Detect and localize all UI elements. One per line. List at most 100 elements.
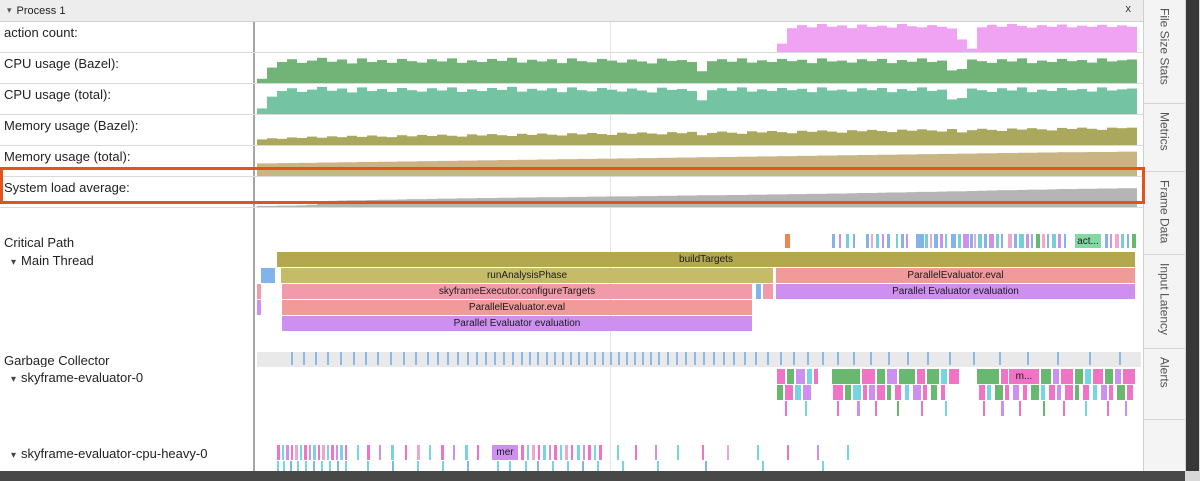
trace-tick[interactable] — [677, 445, 679, 460]
trace-tick[interactable] — [494, 352, 496, 365]
trace-tick[interactable] — [1093, 369, 1103, 384]
trace-tick[interactable] — [1101, 385, 1107, 400]
trace-tick[interactable] — [257, 284, 261, 299]
trace-tick[interactable] — [921, 401, 923, 416]
trace-tick[interactable] — [1085, 401, 1087, 416]
trace-tick[interactable] — [869, 385, 875, 400]
trace-tick[interactable] — [803, 385, 811, 400]
trace-tick[interactable] — [876, 234, 879, 248]
trace-tick[interactable] — [1036, 234, 1040, 248]
trace-tick[interactable] — [1001, 401, 1004, 416]
trace-tick[interactable] — [1043, 401, 1045, 416]
trace-tick[interactable] — [1110, 234, 1112, 248]
trace-tick[interactable] — [392, 461, 394, 476]
tab-alerts[interactable]: Alerts — [1144, 349, 1185, 420]
trace-tick[interactable] — [713, 352, 715, 365]
trace-tick[interactable] — [313, 445, 316, 460]
trace-tick[interactable] — [300, 445, 302, 460]
trace-tick[interactable] — [617, 445, 619, 460]
trace-tick[interactable] — [755, 352, 757, 365]
trace-tick[interactable] — [787, 369, 794, 384]
trace-tick[interactable] — [787, 445, 789, 460]
trace-tick[interactable] — [503, 352, 505, 365]
expand-arrow-icon[interactable]: ▾ — [11, 374, 17, 385]
trace-tick[interactable] — [1061, 369, 1073, 384]
trace-tick[interactable] — [571, 445, 573, 460]
trace-tick[interactable] — [1027, 352, 1029, 365]
trace-tick[interactable] — [291, 445, 293, 460]
close-button[interactable]: x — [1125, 3, 1132, 15]
trace-tick[interactable] — [970, 234, 973, 248]
trace-tick[interactable] — [578, 352, 580, 365]
horizontal-scrollbar[interactable] — [0, 471, 1185, 481]
trace-tick[interactable] — [863, 385, 867, 400]
trace-tick[interactable] — [667, 352, 669, 365]
trace-tick[interactable] — [297, 461, 299, 476]
trace-tick[interactable] — [391, 445, 394, 460]
trace-tick[interactable] — [978, 234, 982, 248]
cpu-bazel-chart[interactable] — [255, 53, 1143, 83]
trace-tick[interactable] — [1127, 385, 1133, 400]
trace-tick[interactable] — [403, 352, 405, 365]
trace-tick[interactable] — [917, 369, 925, 384]
trace-tick[interactable] — [642, 352, 644, 365]
trace-tick[interactable] — [837, 352, 839, 365]
trace-tick[interactable] — [538, 445, 540, 460]
trace-slice[interactable]: runAnalysisPhase — [281, 268, 773, 283]
trace-tick[interactable] — [599, 445, 602, 460]
trace-tick[interactable] — [877, 369, 885, 384]
tab-frame-data[interactable]: Frame Data — [1144, 172, 1185, 255]
trace-tick[interactable] — [896, 234, 898, 248]
trace-tick[interactable] — [618, 352, 620, 365]
trace-tick[interactable] — [442, 461, 444, 476]
main-thread-track[interactable]: buildTargets runAnalysisPhase ParallelEval… — [255, 250, 1143, 350]
trace-tick[interactable] — [1008, 234, 1012, 248]
trace-tick[interactable] — [949, 369, 959, 384]
trace-tick[interactable] — [417, 461, 419, 476]
trace-tick[interactable] — [1031, 234, 1033, 248]
trace-tick[interactable] — [977, 369, 999, 384]
trace-tick[interactable] — [657, 461, 659, 476]
trace-tick[interactable] — [291, 352, 293, 365]
trace-tick[interactable] — [1109, 385, 1113, 400]
trace-tick[interactable] — [1014, 234, 1017, 248]
trace-tick[interactable] — [290, 461, 292, 476]
trace-tick[interactable] — [562, 352, 564, 365]
trace-tick[interactable] — [546, 352, 548, 365]
trace-tick[interactable] — [1093, 385, 1097, 400]
garbage-collector-track[interactable] — [255, 350, 1143, 367]
trace-tick[interactable] — [345, 461, 347, 476]
trace-tick[interactable] — [594, 352, 596, 365]
trace-tick[interactable] — [1019, 401, 1021, 416]
trace-tick[interactable] — [357, 445, 359, 460]
trace-tick[interactable] — [845, 385, 851, 400]
vertical-scrollbar[interactable] — [1185, 0, 1200, 481]
trace-tick[interactable] — [340, 352, 342, 365]
trace-tick[interactable] — [1023, 385, 1027, 400]
trace-tick[interactable] — [983, 401, 985, 416]
trace-tick[interactable] — [814, 369, 818, 384]
tab-input-latency[interactable]: Input Latency — [1144, 255, 1185, 349]
trace-tick[interactable] — [857, 401, 860, 416]
trace-tick[interactable] — [763, 284, 773, 299]
trace-tick[interactable] — [570, 352, 572, 365]
trace-tick[interactable] — [1001, 234, 1003, 248]
trace-tick[interactable] — [847, 445, 849, 460]
trace-tick[interactable] — [685, 352, 687, 365]
trace-tick[interactable] — [694, 352, 696, 365]
trace-tick[interactable] — [945, 401, 947, 416]
trace-tick[interactable] — [429, 445, 431, 460]
trace-tick[interactable] — [979, 385, 985, 400]
trace-tick[interactable] — [282, 445, 284, 460]
trace-tick[interactable] — [807, 352, 809, 365]
skyframe-evaluator-0-track[interactable]: m... — [255, 367, 1143, 443]
trace-tick[interactable] — [1115, 234, 1119, 248]
trace-tick[interactable] — [437, 352, 439, 365]
trace-tick[interactable] — [723, 352, 725, 365]
trace-tick[interactable] — [1013, 385, 1019, 400]
trace-tick[interactable] — [309, 445, 311, 460]
trace-tick[interactable] — [870, 352, 872, 365]
trace-tick[interactable] — [497, 461, 499, 476]
trace-tick[interactable] — [785, 234, 790, 248]
trace-tick[interactable] — [365, 352, 367, 365]
